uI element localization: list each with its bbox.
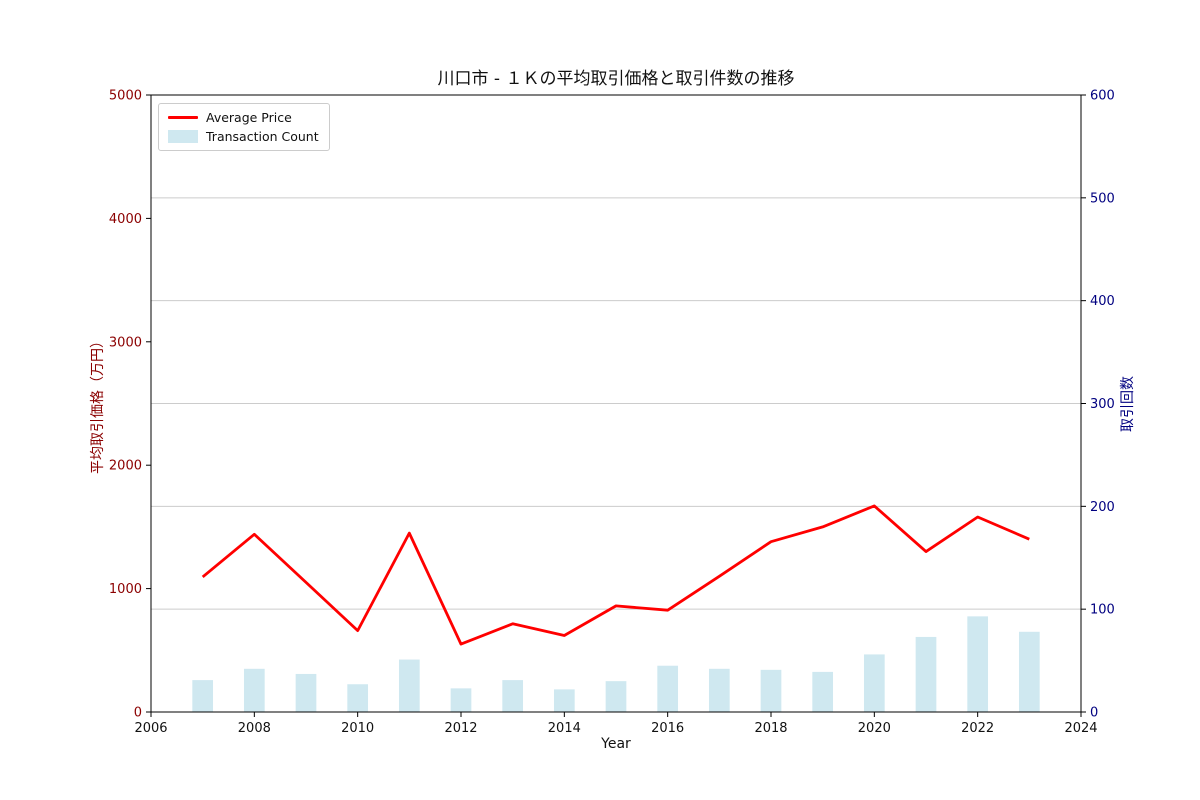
x-tick-label: 2020 (858, 721, 891, 736)
right-y-tick-label: 100 (1090, 603, 1115, 618)
transaction-count-bar (915, 636, 937, 712)
x-tick-label: 2014 (548, 721, 581, 736)
x-tick-label: 2024 (1064, 721, 1097, 736)
right-y-tick-label: 300 (1090, 397, 1115, 412)
transaction-count-bar (967, 616, 989, 712)
x-tick-label: 2022 (961, 721, 994, 736)
right-y-tick-label: 500 (1090, 191, 1115, 206)
left-y-tick-label: 5000 (109, 89, 142, 104)
right-y-tick-label: 400 (1090, 294, 1115, 309)
transaction-count-bar (243, 668, 265, 712)
average-price-line-swatch (168, 116, 198, 119)
x-tick-label: 2016 (651, 721, 684, 736)
transaction-count-bar (863, 654, 885, 712)
transaction-count-bar (812, 671, 834, 712)
transaction-count-bar (192, 680, 214, 712)
right-y-axis-label: 取引回数 (1120, 376, 1136, 432)
transaction-count-bar (502, 680, 524, 712)
legend: Average Price Transaction Count (158, 103, 330, 151)
transaction-count-bar (1018, 631, 1040, 712)
left-y-tick-label: 2000 (109, 459, 142, 474)
transaction-count-bar (450, 688, 472, 712)
left-y-tick-label: 1000 (109, 582, 142, 597)
legend-label-transaction-count: Transaction Count (206, 129, 319, 144)
transaction-count-bar (398, 659, 420, 712)
legend-entry-transaction-count: Transaction Count (168, 129, 319, 144)
x-tick-label: 2010 (341, 721, 374, 736)
transaction-count-bar-swatch (168, 130, 198, 143)
legend-label-average-price: Average Price (206, 110, 292, 125)
x-axis-label: Year (601, 736, 631, 752)
x-tick-label: 2018 (754, 721, 787, 736)
transaction-count-bar (553, 689, 575, 712)
transaction-count-bar (708, 668, 730, 712)
transaction-count-bar (760, 669, 782, 712)
transaction-count-bar (605, 681, 627, 712)
left-y-tick-label: 3000 (109, 335, 142, 350)
right-y-tick-label: 200 (1090, 500, 1115, 515)
chart-title: 川口市 - １Ｋの平均取引価格と取引件数の推移 (437, 69, 795, 89)
average-price-line (201, 504, 1030, 646)
transaction-count-bar (657, 665, 679, 712)
x-tick-label: 2012 (444, 721, 477, 736)
right-y-tick-label: 0 (1090, 706, 1098, 721)
left-y-tick-label: 0 (134, 706, 142, 721)
transaction-count-bar (295, 673, 317, 712)
right-y-tick-label: 600 (1090, 89, 1115, 104)
left-y-tick-label: 4000 (109, 212, 142, 227)
legend-entry-average-price: Average Price (168, 110, 319, 125)
x-tick-label: 2008 (238, 721, 271, 736)
transaction-count-bar (347, 684, 369, 712)
x-tick-label: 2006 (134, 721, 167, 736)
left-y-axis-label: 平均取引価格（万円） (90, 334, 106, 474)
